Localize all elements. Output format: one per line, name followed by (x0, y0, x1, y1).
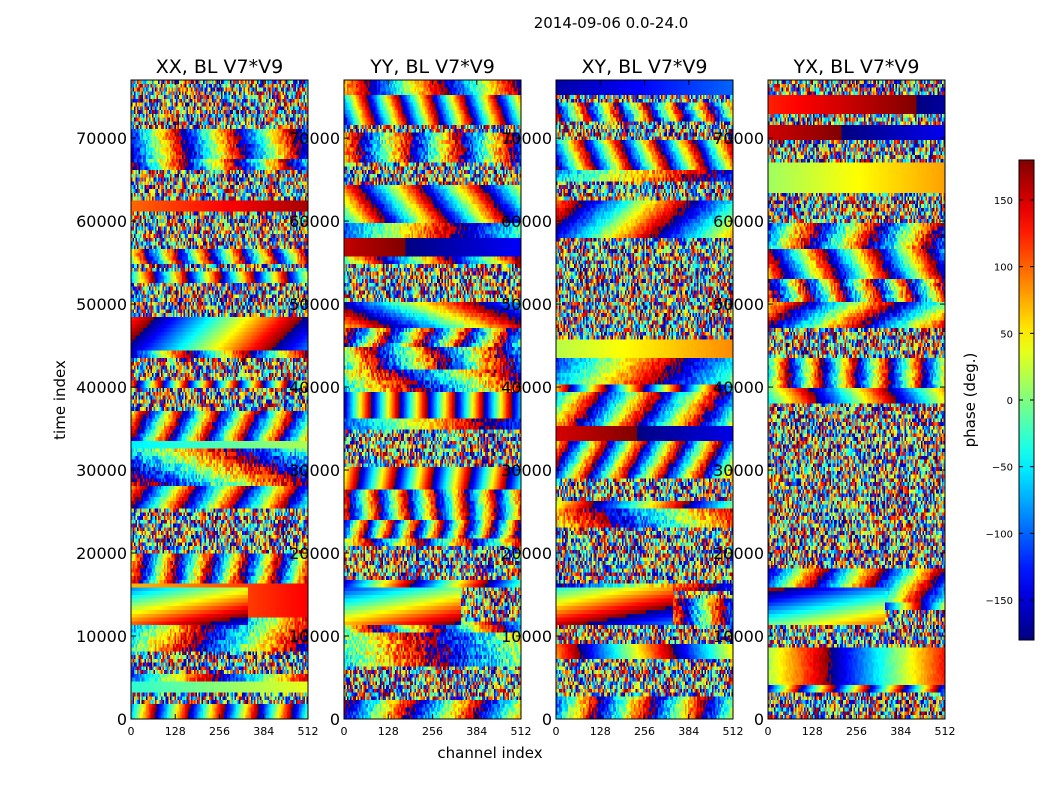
phase-heatmap-image (556, 80, 733, 719)
x-tick-label: 128 (165, 725, 186, 738)
y-tick-label: 20000 (289, 544, 340, 563)
y-tick-label: 70000 (76, 129, 127, 148)
y-tick-label: 0 (754, 710, 764, 729)
y-tick-label: 30000 (76, 461, 127, 480)
axes-labels: time index channel index (51, 360, 543, 762)
x-tick-label: 512 (935, 725, 956, 738)
phase-heatmap-image (344, 80, 521, 719)
x-tick-label: 384 (890, 725, 911, 738)
x-tick-label: 512 (511, 725, 532, 738)
x-tick-label: 512 (298, 725, 319, 738)
y-tick-label: 40000 (501, 378, 552, 397)
panel-4: YX, BL V7*V9 0 128 256 384 512 0 10000 20000 3000… (713, 56, 955, 738)
x-tick-label: 256 (422, 725, 443, 738)
y-tick-label: 0 (542, 710, 552, 729)
colorbar-tick-label: 0 (1007, 396, 1013, 407)
panel-title: XX, BL V7*V9 (156, 56, 283, 78)
y-tick-label: 20000 (713, 544, 764, 563)
x-tick-label: 384 (466, 725, 487, 738)
colorbar-tick-label: 50 (1000, 329, 1013, 340)
y-tick-label: 10000 (713, 627, 764, 646)
y-tick-label: 30000 (289, 461, 340, 480)
y-tick-label: 0 (117, 710, 127, 729)
panel-title: YY, BL V7*V9 (369, 56, 495, 78)
panel-title: XY, BL V7*V9 (581, 56, 707, 78)
x-tick-label: 128 (378, 725, 399, 738)
x-tick-label: 0 (341, 725, 348, 738)
y-tick-label: 40000 (713, 378, 764, 397)
phase-heatmap-image (131, 80, 308, 719)
colorbar: −150 −100 −50 0 50 100 150 phase (deg.) (961, 159, 1035, 641)
x-tick-label: 128 (590, 725, 611, 738)
x-tick-label: 512 (723, 725, 744, 738)
x-tick-label: 0 (553, 725, 560, 738)
y-tick-label: 70000 (713, 129, 764, 148)
y-tick-label: 20000 (501, 544, 552, 563)
y-tick-label: 10000 (76, 627, 127, 646)
figure-title: 2014-09-06 0.0-24.0 (534, 14, 689, 32)
y-tick-label: 50000 (713, 295, 764, 314)
panel-2: YY, BL V7*V9 0 128 256 384 512 0 10000 20000 3000… (289, 56, 531, 738)
phase-heatmap-image (768, 80, 945, 719)
y-tick-label: 50000 (289, 295, 340, 314)
x-tick-label: 256 (846, 725, 867, 738)
colorbar-tick-label: −150 (986, 596, 1013, 607)
y-tick-label: 0 (330, 710, 340, 729)
y-tick-label: 10000 (289, 627, 340, 646)
x-axis-label: channel index (437, 744, 542, 762)
y-tick-label: 60000 (713, 212, 764, 231)
panel-title: YX, BL V7*V9 (792, 56, 919, 78)
x-tick-label: 128 (802, 725, 823, 738)
x-tick-label: 0 (765, 725, 772, 738)
x-tick-label: 384 (678, 725, 699, 738)
colorbar-label: phase (deg.) (961, 353, 979, 448)
y-tick-label: 70000 (289, 129, 340, 148)
y-tick-label: 30000 (713, 461, 764, 480)
y-tick-label: 70000 (501, 129, 552, 148)
y-tick-label: 60000 (501, 212, 552, 231)
y-tick-label: 60000 (289, 212, 340, 231)
y-tick-label: 50000 (501, 295, 552, 314)
y-tick-label: 60000 (76, 212, 127, 231)
y-tick-label: 30000 (501, 461, 552, 480)
y-tick-label: 40000 (76, 378, 127, 397)
colorbar-tick-label: −100 (986, 529, 1013, 540)
x-tick-label: 256 (209, 725, 230, 738)
y-tick-label: 50000 (76, 295, 127, 314)
x-tick-label: 0 (128, 725, 135, 738)
colorbar-tick-label: 100 (994, 263, 1013, 274)
colorbar-tick-label: −50 (992, 463, 1013, 474)
colorbar-tick-label: 150 (994, 196, 1013, 207)
y-tick-label: 20000 (76, 544, 127, 563)
x-tick-label: 384 (253, 725, 274, 738)
y-axis-label: time index (51, 360, 69, 440)
x-tick-label: 256 (634, 725, 655, 738)
panels: XX, BL V7*V9 0 128 256 384 512 0 10000 20000 3000… (76, 56, 955, 738)
panel-1: XX, BL V7*V9 0 128 256 384 512 0 10000 20000 3000… (76, 56, 318, 738)
y-tick-label: 40000 (289, 378, 340, 397)
y-tick-label: 10000 (501, 627, 552, 646)
panel-3: XY, BL V7*V9 0 128 256 384 512 0 10000 20000 3000… (501, 56, 743, 738)
